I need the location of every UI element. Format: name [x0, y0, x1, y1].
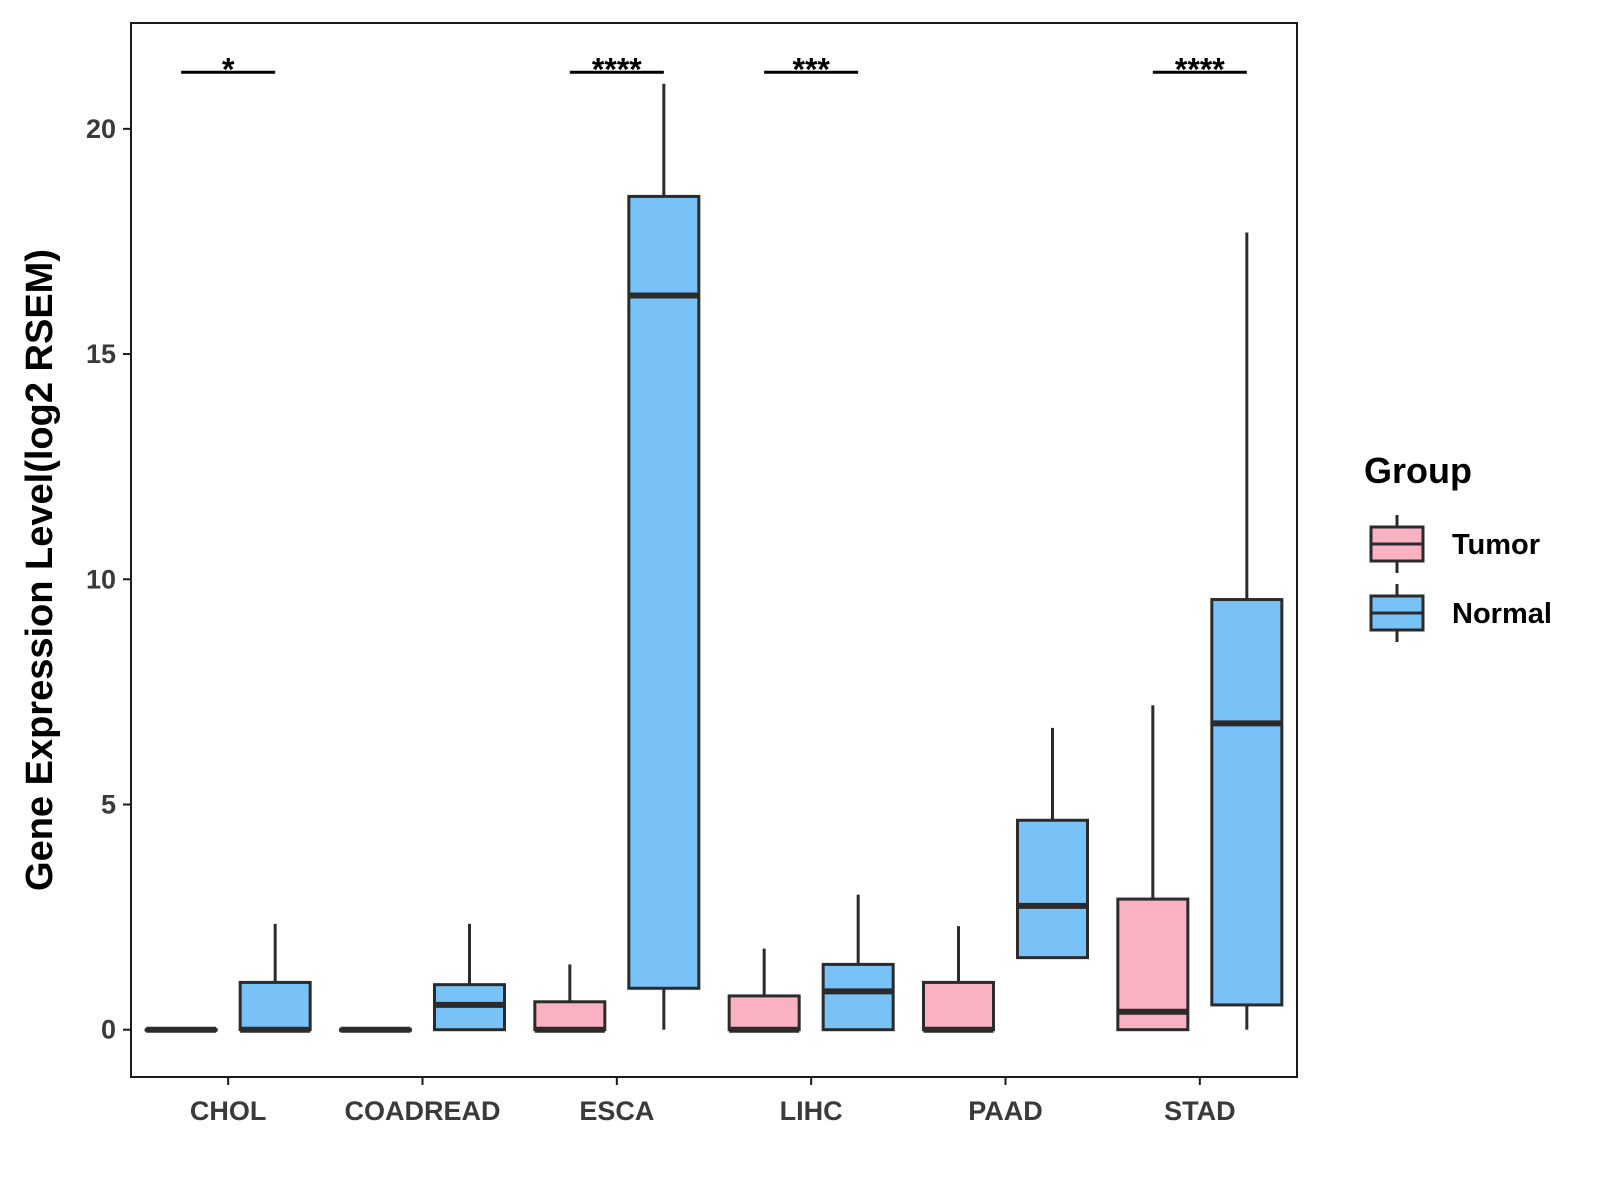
box-tumor-coadread — [339, 1026, 412, 1033]
significance-label-chol: * — [222, 51, 235, 87]
y-axis-title: Gene Expression Level(log2 RSEM) — [19, 249, 61, 891]
box-body-normal-stad — [1210, 598, 1284, 1007]
box-normal-chol — [238, 923, 312, 1033]
legend: Group Tumor Normal — [1364, 450, 1552, 642]
legend-key-normal — [1369, 584, 1425, 642]
significance-label-lihc: *** — [792, 51, 830, 87]
box-normal-coadread — [433, 923, 506, 1032]
x-tick-label-lihc: LIHC — [780, 1096, 843, 1126]
box-tumor-paad — [922, 926, 995, 1033]
significance-label-esca: **** — [592, 51, 642, 87]
box-normal-paad — [1016, 727, 1089, 960]
box-normal-stad — [1210, 232, 1284, 1030]
y-axis: 0 5 10 15 20 — [86, 114, 131, 1045]
box-body-tumor-paad — [922, 980, 995, 1032]
box-body-tumor-stad — [1116, 897, 1190, 1032]
y-tick-label-10: 10 — [86, 564, 116, 594]
box-body-normal-esca — [627, 194, 701, 990]
significance-label-stad: **** — [1175, 51, 1225, 87]
box-normal-lihc — [821, 894, 895, 1032]
x-axis: CHOL COADREAD ESCA LIHC PAAD STAD — [190, 1077, 1236, 1126]
y-tick-label-5: 5 — [101, 789, 116, 819]
plot-panel-border — [130, 22, 1298, 1078]
box-normal-esca — [627, 83, 701, 1030]
y-tick-label-15: 15 — [86, 339, 116, 369]
significance-layer: * **** *** **** — [181, 51, 1247, 87]
legend-label-tumor: Tumor — [1452, 529, 1540, 561]
x-tick-label-chol: CHOL — [190, 1096, 267, 1126]
box-tumor-chol — [144, 1026, 218, 1033]
box-body-normal-chol — [238, 980, 312, 1032]
y-tick-label-0: 0 — [101, 1015, 116, 1045]
legend-label-normal: Normal — [1452, 598, 1552, 630]
box-tumor-stad — [1116, 705, 1190, 1032]
box-body-normal-paad — [1016, 818, 1089, 960]
x-tick-label-esca: ESCA — [579, 1096, 654, 1126]
box-tumor-lihc — [727, 948, 801, 1033]
x-tick-label-coadread: COADREAD — [344, 1096, 500, 1126]
legend-key-tumor — [1369, 515, 1425, 573]
x-tick-label-stad: STAD — [1164, 1096, 1236, 1126]
legend-title: Group — [1364, 450, 1472, 491]
box-tumor-esca — [533, 964, 607, 1033]
x-tick-label-paad: PAAD — [968, 1096, 1043, 1126]
box-body-normal-lihc — [821, 962, 895, 1032]
boxes-layer — [144, 83, 1284, 1033]
box-body-tumor-lihc — [727, 994, 801, 1032]
y-tick-label-20: 20 — [86, 114, 116, 144]
box-body-tumor-esca — [533, 1000, 607, 1032]
